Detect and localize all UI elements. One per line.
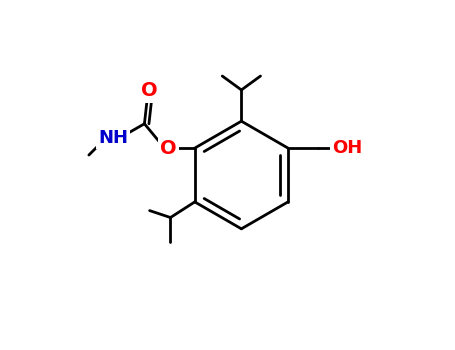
Text: NH: NH bbox=[98, 129, 128, 147]
Text: OH: OH bbox=[332, 139, 362, 157]
Text: O: O bbox=[161, 139, 177, 158]
Text: O: O bbox=[142, 81, 158, 100]
